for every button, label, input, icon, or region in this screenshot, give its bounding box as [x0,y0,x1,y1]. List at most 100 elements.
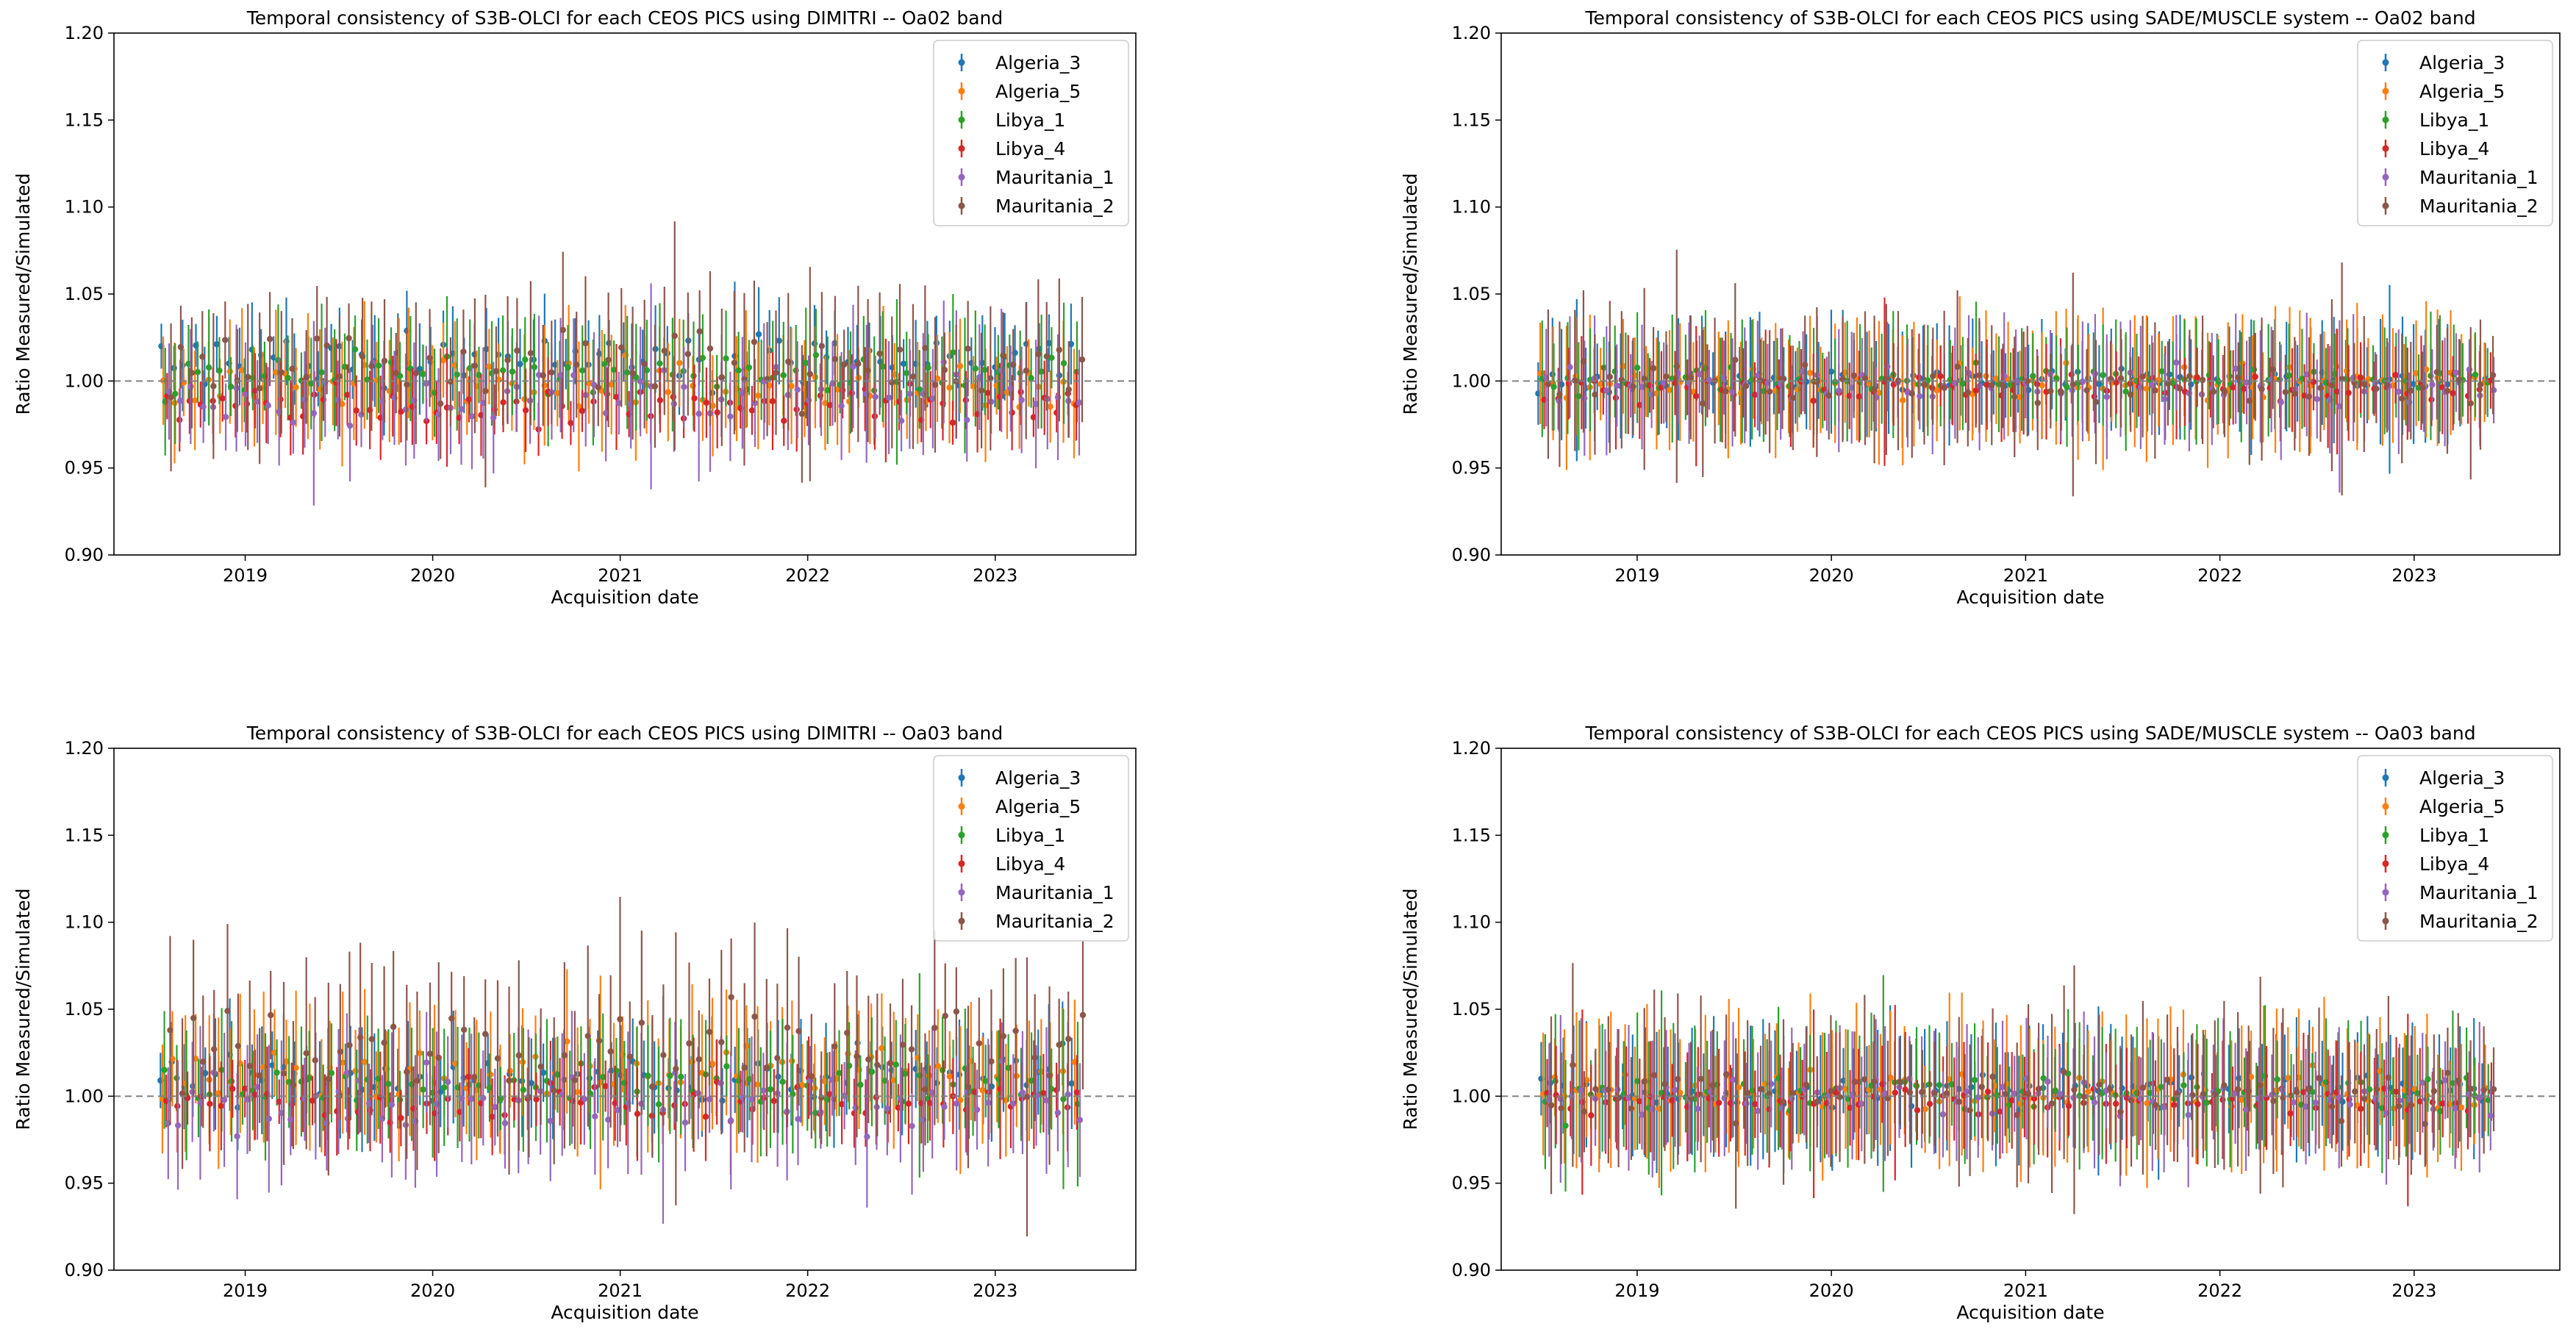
series-mauritania-2 [168,221,1086,487]
data-point [946,1073,953,1080]
x-tick-label: 2021 [598,1280,643,1301]
data-point [2177,385,2183,392]
data-point [1779,375,1786,382]
data-point [1727,1100,1734,1106]
data-point [2061,1069,2067,1075]
data-point [957,1097,964,1103]
data-point [2452,1105,2458,1111]
data-point [1825,392,1832,399]
data-point [785,358,792,365]
data-point [1572,377,1578,384]
data-point [289,365,296,372]
data-point [228,1078,235,1085]
data-point [205,364,212,371]
data-point [751,338,758,345]
legend-marker [958,59,965,66]
data-point [614,1106,621,1114]
data-point [336,373,343,380]
x-axis-label: Acquisition date [1956,1302,2104,1323]
data-point [2422,1120,2428,1128]
data-point [2007,381,2014,388]
data-point [831,1043,838,1050]
data-point [1964,389,1971,395]
data-point [309,1097,316,1104]
data-point [2241,385,2247,393]
data-point [1742,383,1750,390]
data-point [1575,393,1582,400]
data-point [587,1090,594,1097]
data-point [703,399,710,406]
data-point [1941,384,1947,392]
data-point [2314,395,2320,403]
data-point [940,359,947,365]
data-point [709,402,716,409]
data-point [2452,369,2460,376]
data-point [884,1105,891,1112]
data-point [2144,1100,2150,1107]
data-point [2152,1102,2159,1108]
chart-svg: Temporal consistency of S3B-OLCI for eac… [1400,723,2561,1323]
data-point [1073,1089,1081,1096]
data-point [1984,1089,1992,1095]
data-point [1618,376,1625,383]
y-axis-label: Ratio Measured/Simulated [12,173,34,415]
data-point [2317,384,2324,391]
data-point [826,401,834,409]
data-point [776,337,783,344]
x-tick-label: 2022 [2197,565,2242,586]
data-point [2305,1086,2311,1092]
data-point [1943,1090,1950,1097]
data-point [2242,1106,2250,1113]
data-point [234,1133,240,1140]
data-point [1983,381,1990,388]
data-point [845,1050,851,1057]
data-point [718,1039,725,1045]
data-point [794,386,801,393]
data-point [1752,1101,1759,1108]
data-point [626,1053,633,1060]
data-point [2419,1079,2426,1086]
data-point [719,1097,726,1104]
y-tick-label: 1.20 [1452,23,1491,43]
data-point [822,400,829,406]
data-series-group [157,897,1087,1237]
data-point [655,1101,662,1108]
data-point [829,380,836,387]
data-point [312,1057,318,1064]
data-point [1043,353,1050,360]
data-point [2235,374,2242,381]
data-point [2228,1103,2235,1110]
data-point [906,390,913,397]
x-tick-label: 2020 [1809,1280,1854,1301]
data-point [829,1076,836,1083]
data-point [1965,370,1972,376]
data-point [1895,377,1902,384]
legend-label: Algeria_5 [995,81,1081,102]
data-point [2246,398,2253,404]
data-point [1744,1089,1751,1097]
data-point [471,362,479,369]
legend-label: Mauritania_1 [2419,882,2539,903]
data-point [665,389,671,395]
data-point [706,345,714,352]
data-point [1975,1094,1981,1101]
data-point [864,1133,870,1140]
data-point [1850,372,1857,379]
data-point [934,1063,942,1070]
data-point [763,1064,770,1071]
data-point [885,394,892,401]
legend-marker [958,774,965,781]
data-point [2361,381,2367,387]
legend-label: Algeria_3 [2419,52,2505,74]
data-point [881,1077,888,1084]
data-point [1669,1097,1675,1104]
data-point [465,1073,472,1081]
data-point [818,343,826,350]
data-point [889,379,895,386]
data-point [1978,1083,1985,1090]
data-point [2466,366,2473,373]
data-point [1032,401,1040,407]
data-point [728,994,734,1000]
data-point [2071,1086,2078,1093]
data-point [189,1089,196,1095]
